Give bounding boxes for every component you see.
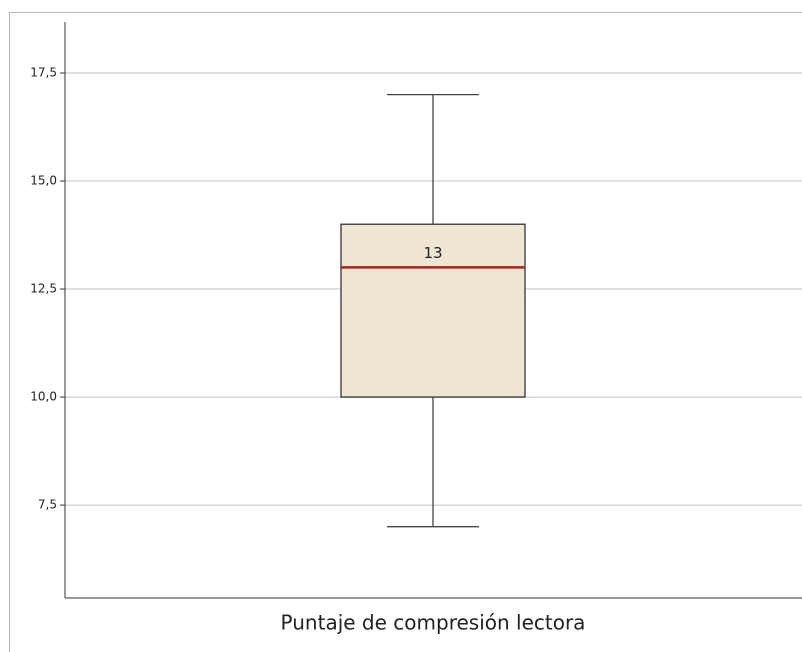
y-tick-label: 15,0 xyxy=(30,174,57,188)
median-label: 13 xyxy=(423,244,442,262)
box xyxy=(340,223,526,398)
y-tick-label: 10,0 xyxy=(30,390,57,404)
y-tick-label: 12,5 xyxy=(30,282,57,296)
y-tick-label: 17,5 xyxy=(30,65,57,79)
x-tick-label: Puntaje de compresión lectora xyxy=(281,611,586,635)
y-tick-label: 7,5 xyxy=(38,498,57,512)
